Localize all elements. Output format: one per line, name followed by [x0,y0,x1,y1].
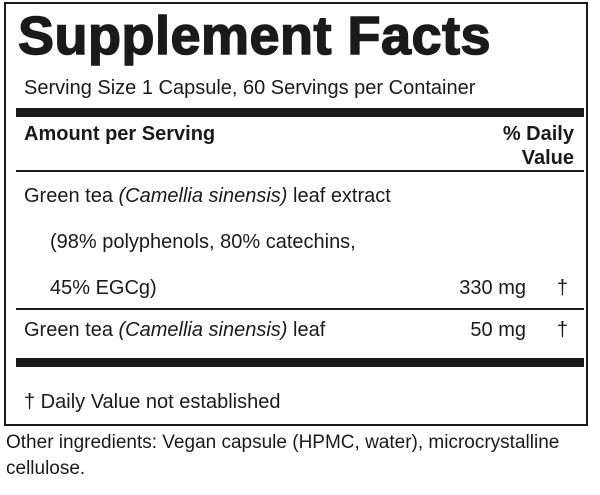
ingredient-2-prefix: Green tea [24,319,119,341]
ingredient-2-latin: (Camellia sinensis) [118,319,288,341]
serving-info: Serving Size 1 Capsule, 60 Servings per … [24,77,476,99]
ingredient-2-amount: 50 mg [470,319,526,341]
ingredient-1-detail-line1: (98% polyphenols, 80% catechins, [50,231,356,253]
ingredient-2-name: Green tea (Camellia sinensis) leaf [24,318,325,342]
ingredient-1-prefix: Green tea [24,185,119,207]
daily-value-header-line1: % Daily [502,123,574,145]
amount-per-serving-header: Amount per Serving [24,123,216,145]
header-divider [16,170,584,172]
ingredient-1-amount: 330 mg [459,277,526,299]
daily-value-header: % Daily Value [503,122,574,170]
ingredient-divider [16,308,584,310]
supplement-facts-panel: Supplement Facts Serving Size 1 Capsule,… [4,2,588,426]
daily-value-header-line2: Value [521,147,574,169]
ingredient-1-suffix: leaf extract [287,185,391,207]
thick-divider-top [16,108,584,117]
panel-title: Supplement Facts [17,5,492,67]
ingredient-2-suffix: leaf [287,319,326,341]
ingredient-1-latin: (Camellia sinensis) [118,185,288,207]
ingredient-1-name: Green tea (Camellia sinensis) leaf extra… [24,184,391,208]
ingredient-1-detail-line2: 45% EGCg) [50,277,157,299]
ingredient-2-daily-value: † [556,319,568,341]
ingredient-1-daily-value: † [556,277,568,299]
daily-value-footnote: † Daily Value not established [24,391,281,413]
other-ingredients: Other ingredients: Vegan capsule (HPMC, … [6,432,560,479]
thick-divider-bottom [16,358,584,367]
